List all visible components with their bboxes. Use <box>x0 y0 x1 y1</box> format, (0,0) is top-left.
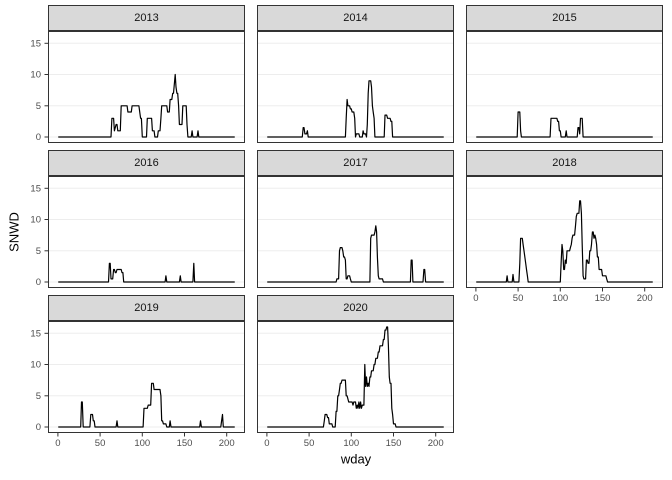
line-chart: 0 5 10 15 <box>30 183 244 288</box>
svg-text:0: 0 <box>264 438 269 449</box>
line-chart: 0 5 10 15 <box>30 38 244 143</box>
facet-strip-label: 2016 <box>134 157 159 169</box>
svg-text:100: 100 <box>134 438 150 449</box>
facet-strip-label: 2014 <box>343 12 368 24</box>
svg-text:50: 50 <box>95 438 106 449</box>
svg-text:15: 15 <box>30 183 41 194</box>
svg-text:10: 10 <box>30 215 41 226</box>
y-axis-title: SNWD <box>6 212 22 252</box>
facet-strip-label: 2015 <box>552 12 577 24</box>
svg-text:150: 150 <box>177 438 193 449</box>
facet-strip: 2017 <box>257 150 454 176</box>
facet-strip-label: 2019 <box>134 302 159 314</box>
facet-panel: 0 50 100 150 200 <box>257 321 454 449</box>
facet-panel <box>257 176 454 288</box>
svg-text:10: 10 <box>30 360 41 371</box>
facet-panel: 0 5 10 15 0 50 100 150 200 <box>30 321 245 449</box>
facet-panel: 0 5 10 15 <box>30 176 245 288</box>
x-axis-title: wday <box>340 451 372 467</box>
facet-strip: 2016 <box>48 150 245 176</box>
facet-strip: 2014 <box>257 5 454 31</box>
svg-text:5: 5 <box>36 246 41 257</box>
facet-2018: 2018 0 50 100 150 200 <box>466 150 663 304</box>
facet-panel <box>257 31 454 143</box>
facet-strip-label: 2013 <box>134 12 159 24</box>
svg-text:0: 0 <box>36 277 41 288</box>
svg-text:50: 50 <box>304 438 315 449</box>
facet-strip: 2019 <box>48 295 245 321</box>
facet-panel: 0 50 100 150 200 <box>466 176 663 304</box>
svg-text:15: 15 <box>30 328 41 339</box>
svg-text:5: 5 <box>36 101 41 112</box>
svg-text:0: 0 <box>36 132 41 143</box>
line-chart <box>258 42 453 138</box>
facet-2019: 2019 0 5 10 15 0 50 100 150 200 <box>30 295 245 449</box>
line-chart <box>258 187 453 283</box>
svg-text:5: 5 <box>36 391 41 402</box>
facet-strip: 2018 <box>466 150 663 176</box>
svg-text:0: 0 <box>55 438 60 449</box>
svg-text:100: 100 <box>552 293 568 304</box>
facet-2014: 2014 <box>257 5 454 143</box>
facet-2015: 2015 <box>466 5 663 143</box>
svg-text:150: 150 <box>386 438 402 449</box>
svg-text:10: 10 <box>30 70 41 81</box>
svg-text:200: 200 <box>428 438 444 449</box>
facet-2013: 2013 0 5 10 15 <box>30 5 245 143</box>
facet-strip-label: 2018 <box>552 157 577 169</box>
svg-text:50: 50 <box>513 293 524 304</box>
svg-text:15: 15 <box>30 38 41 49</box>
facet-2020: 2020 0 50 100 150 200 <box>257 295 454 449</box>
line-chart: 0 50 100 150 200 <box>467 187 662 304</box>
svg-text:100: 100 <box>343 438 359 449</box>
facet-panel <box>466 31 663 143</box>
svg-text:150: 150 <box>595 293 611 304</box>
facet-strip-label: 2017 <box>343 157 368 169</box>
facet-2016: 2016 0 5 10 15 <box>30 150 245 288</box>
facet-2017: 2017 <box>257 150 454 288</box>
line-chart: 0 50 100 150 200 <box>258 326 453 449</box>
svg-text:200: 200 <box>637 293 653 304</box>
facet-strip-label: 2020 <box>343 302 368 314</box>
line-chart <box>467 42 662 138</box>
svg-text:0: 0 <box>473 293 478 304</box>
facet-strip: 2013 <box>48 5 245 31</box>
svg-text:0: 0 <box>36 422 41 433</box>
svg-text:200: 200 <box>219 438 235 449</box>
facet-strip: 2020 <box>257 295 454 321</box>
facet-panel: 0 5 10 15 <box>30 31 245 143</box>
facet-strip: 2015 <box>466 5 663 31</box>
